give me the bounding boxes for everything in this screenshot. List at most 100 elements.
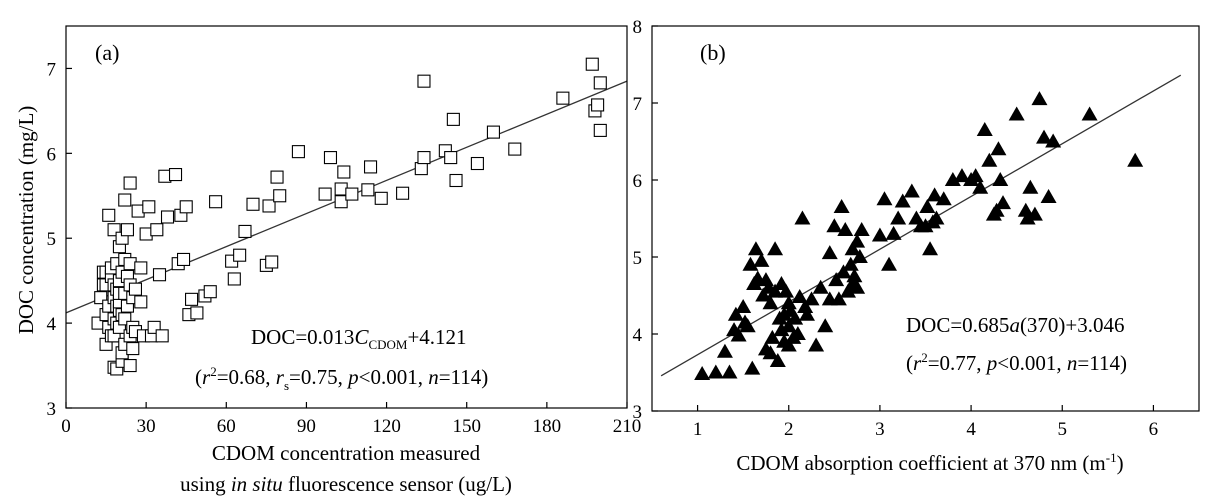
panel-a-data-point (209, 195, 223, 209)
panel-b-data-point (727, 306, 744, 321)
panel-a-data-point (176, 252, 191, 266)
panel-b-data-point (894, 193, 911, 208)
panel-b-data-point (917, 218, 934, 233)
panel-a-eq2-p-val: <0.001, (359, 365, 429, 389)
panel-a-data-point (190, 306, 204, 320)
panel-a-x-tick-label: 120 (372, 416, 401, 437)
panel-a-data-point (345, 187, 359, 201)
panel-b-chart: 1 2 3 4 5 6 3 4 5 6 7 8 (b) DOC=0.685a(370)+3.046 (… (633, 17, 1200, 475)
panel-b-data-point (742, 256, 759, 271)
panel-a-data-point (179, 200, 193, 214)
panel-a-data-point (318, 187, 332, 201)
panel-b-data-point (876, 191, 893, 206)
panel-a-plot-frame (65, 25, 628, 409)
panel-b-data-point (778, 283, 795, 298)
panel-a-data-point (323, 151, 338, 165)
panel-a-points (91, 57, 607, 376)
panel-b-data-point (967, 168, 984, 183)
panel-a-eq2-open: ( (195, 365, 202, 389)
panel-b-plot-frame (651, 25, 1200, 412)
panel-b-data-point (885, 225, 902, 240)
panel-a-data-point (508, 142, 522, 156)
panel-a-eq2-r-sup: 2 (210, 364, 217, 379)
panel-b-data-point (994, 195, 1011, 210)
panel-b-data-point (972, 179, 989, 194)
panel-b-xlab-post: ) (1117, 451, 1124, 475)
panel-a-equation-line1: DOC=0.013CCDOM+4.121 (251, 325, 467, 352)
panel-b-data-point (1031, 91, 1048, 106)
panel-a-x-tick-label: 90 (297, 416, 316, 437)
panel-a-data-point (123, 176, 137, 190)
panel-b-data-point (849, 279, 866, 294)
panel-b-x-tick-label: 5 (1058, 419, 1068, 440)
panel-a-xlab2-pre: using (180, 472, 231, 496)
panel-b-xlab-pre: CDOM absorption coefficient at 370 nm (m (736, 451, 1105, 475)
panel-a-xlab2-post: fluorescence sensor (ug/L) (283, 472, 512, 496)
panel-b-points (694, 91, 1144, 381)
panel-b-x-tick-label: 3 (875, 419, 885, 440)
panel-b-data-point (1017, 202, 1034, 217)
panel-a-x-tick-label: 0 (61, 416, 71, 437)
panel-b-data-point (976, 121, 993, 136)
panel-a-data-point (585, 57, 599, 71)
panel-b-data-point (833, 198, 850, 213)
panel-b-data-point (707, 364, 724, 379)
panel-b-data-point (840, 283, 857, 298)
panel-b-data-point (851, 249, 868, 263)
panel-b-data-point (928, 210, 945, 225)
panel-a-data-point (363, 160, 378, 174)
panel-a-data-point (134, 261, 148, 275)
panel-a-x-tick-label: 180 (533, 416, 562, 437)
panel-a-data-point (120, 223, 134, 237)
panel-a-data-point (486, 125, 500, 139)
panel-a-data-point (593, 123, 607, 137)
panel-a-data-point (160, 210, 175, 224)
panel-a-data-point (238, 224, 252, 238)
panel-b-data-point (844, 241, 861, 256)
panel-a-data-point (593, 76, 607, 90)
panel-a-y-tick-label: 6 (47, 144, 57, 165)
panel-b-data-point (780, 295, 797, 310)
panel-b-data-point (846, 268, 863, 283)
panel-a-data-point (262, 199, 276, 213)
panel-a-data-point (152, 268, 167, 282)
panel-a-data-point (270, 170, 284, 184)
panel-a-x-axis-label-line2: using in situ fluorescence sensor (ug/L) (180, 472, 512, 496)
panel-b-data-point (944, 172, 961, 186)
panel-a-data-point (246, 197, 260, 211)
panel-b-data-point (808, 337, 825, 352)
panel-a-data-point (273, 189, 287, 203)
panel-b-data-point (1022, 179, 1039, 194)
panel-b-x-tick-label: 2 (784, 419, 794, 440)
panel-a-label: (a) (95, 40, 119, 65)
panel-b-data-point (990, 141, 1007, 156)
panel-b-data-point (764, 329, 781, 344)
panel-a-data-point (470, 156, 484, 171)
panel-a-data-point (150, 223, 164, 237)
panel-b-eq2-n-val: =114) (1077, 351, 1127, 375)
panel-b-data-point (694, 366, 711, 381)
panel-b-data-point (721, 364, 738, 379)
panel-a-eq2-rs-val: =0.75, (289, 365, 348, 389)
panel-b-data-point (935, 191, 952, 206)
panel-a-data-point (126, 342, 140, 356)
panel-b-data-point (828, 272, 845, 287)
panel-b-eq1-var: a (1009, 313, 1020, 337)
panel-a-data-point (155, 329, 169, 343)
panel-b-ticks: 1 2 3 4 5 6 3 4 5 6 7 8 (633, 17, 1159, 440)
panel-a-y-tick-label: 7 (47, 59, 57, 80)
panel-b-xlab-sup: -1 (1106, 450, 1117, 465)
panel-a-eq2-r: r (202, 365, 211, 389)
panel-a-eq2-rs: r (276, 365, 285, 389)
panel-a-data-point (556, 91, 570, 105)
panel-b-eq2-r-val: =0.77, (928, 351, 987, 375)
panel-b-y-tick-label: 7 (633, 94, 643, 115)
panel-a-data-point (128, 282, 143, 296)
panel-a-x-tick-label: 60 (217, 416, 236, 437)
panel-b-eq1-prefix: DOC=0.685 (906, 313, 1009, 337)
panel-a-xlab2-italic: in situ (231, 472, 283, 496)
panel-a-eq2-r-val: =0.68, (217, 365, 276, 389)
panel-b-y-tick-label: 5 (633, 248, 643, 269)
